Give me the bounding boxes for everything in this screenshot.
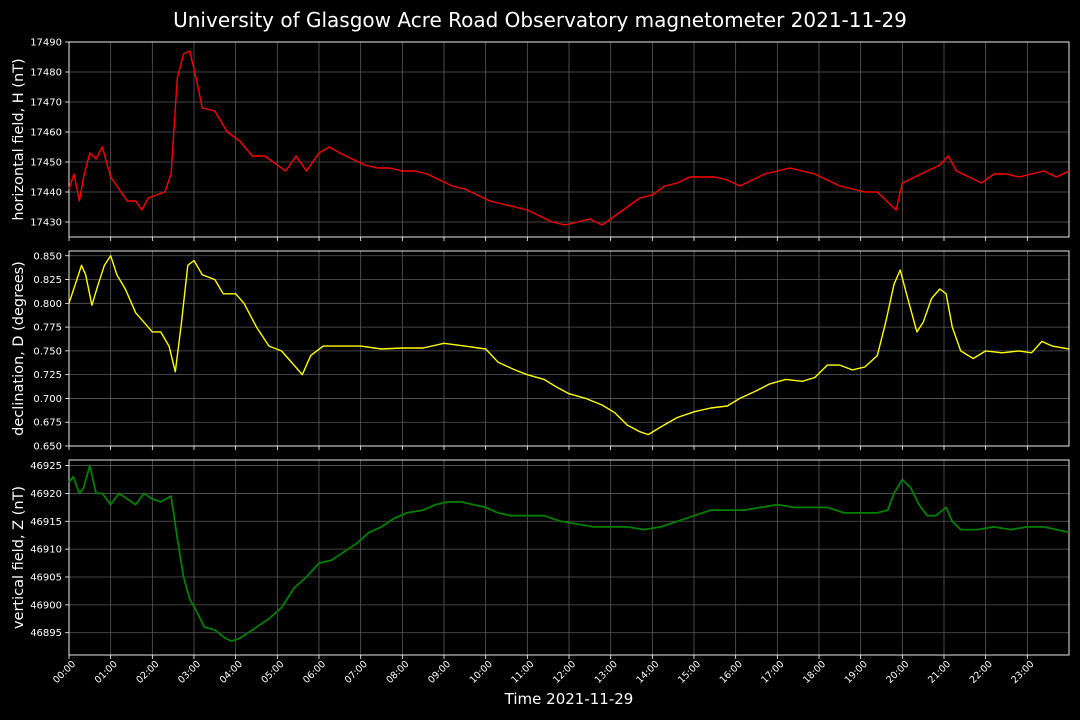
- x-tick-label: 05:00: [259, 659, 286, 686]
- y-tick-label: 17480: [30, 68, 62, 79]
- x-tick-label: 15:00: [676, 659, 703, 686]
- x-tick-label: 00:00: [51, 659, 78, 686]
- chart-panel-1: 17430 17440 17450 17460 17470 17480 17490horiz…: [11, 38, 1070, 241]
- x-tick-label: 20:00: [884, 659, 911, 686]
- y-axis-label: vertical field, Z (nT): [11, 486, 27, 629]
- x-tick-label: 09:00: [426, 659, 453, 686]
- x-tick-label: 21:00: [926, 659, 953, 686]
- x-tick-label: 08:00: [384, 659, 411, 686]
- axes-frame: [68, 41, 1070, 238]
- y-tick-label: 17490: [30, 38, 62, 49]
- axes-frame: [68, 459, 1070, 656]
- y-tick-label: 17440: [30, 188, 62, 199]
- x-tick-label: 06:00: [301, 659, 328, 686]
- series-line: [68, 50, 1070, 226]
- y-tick-label: 46895: [30, 628, 62, 639]
- y-tick-label: 0.825: [33, 275, 62, 286]
- y-tick-label: 17460: [30, 128, 62, 139]
- y-tick-label: 46915: [30, 517, 62, 528]
- chart-panel-3: 46895 46900 46905 46910 46915 46920 46925 verti…: [11, 459, 1070, 659]
- y-tick-label: 46900: [30, 600, 62, 611]
- y-axis-label: horizontal field, H (nT): [11, 58, 27, 220]
- series-line: [68, 464, 1070, 642]
- y-tick-label: 0.725: [33, 370, 62, 381]
- x-tick-label: 16:00: [718, 659, 745, 686]
- y-tick-label: 17450: [30, 158, 62, 169]
- y-tick-label: 0.700: [33, 394, 62, 405]
- y-tick-label: 46910: [30, 545, 62, 556]
- chart-panel-2: 0.650 0.675 0.700 0.725 0.750 0.775 0.800 0.825…: [11, 250, 1070, 453]
- y-tick-label: 0.850: [33, 251, 62, 262]
- x-tick-label: 11:00: [509, 659, 536, 686]
- x-tick-label: 23:00: [1009, 659, 1036, 686]
- x-tick-label: 04:00: [218, 659, 245, 686]
- x-tick-label: 13:00: [593, 659, 620, 686]
- x-tick-label: 10:00: [468, 659, 495, 686]
- x-tick-label: 18:00: [801, 659, 828, 686]
- y-tick-label: 46925: [30, 461, 62, 472]
- series-line: [68, 255, 1070, 436]
- y-tick-label: 0.800: [33, 299, 62, 310]
- y-tick-label: 46920: [30, 489, 62, 500]
- y-tick-label: 0.650: [33, 442, 62, 453]
- chart-title: University of Glasgow Acre Road Observat…: [173, 8, 907, 32]
- x-tick-label: 02:00: [134, 659, 161, 686]
- x-tick-label: 03:00: [176, 659, 203, 686]
- x-tick-label: 07:00: [343, 659, 370, 686]
- y-tick-label: 17470: [30, 98, 62, 109]
- x-axis-label: Time 2021-11-29: [504, 690, 634, 708]
- x-tick-label: 19:00: [843, 659, 870, 686]
- x-tick-label: 22:00: [968, 659, 995, 686]
- y-tick-label: 17430: [30, 218, 62, 229]
- y-axis-label: declination, D (degrees): [11, 261, 27, 436]
- y-tick-label: 0.675: [33, 418, 62, 429]
- x-tick-label: 01:00: [93, 659, 120, 686]
- x-tick-label: 17:00: [759, 659, 786, 686]
- y-tick-label: 0.775: [33, 323, 62, 334]
- y-tick-label: 46905: [30, 573, 62, 584]
- x-tick-label: 12:00: [551, 659, 578, 686]
- y-tick-label: 0.750: [33, 346, 62, 357]
- x-tick-label: 14:00: [634, 659, 661, 686]
